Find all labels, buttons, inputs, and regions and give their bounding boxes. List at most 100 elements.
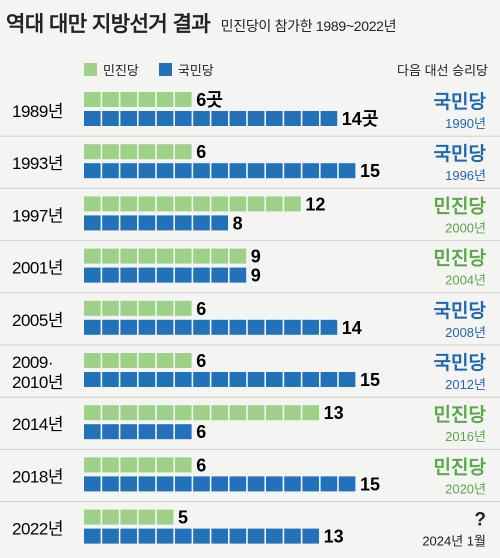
kmt-bar-unit: [84, 163, 101, 179]
kmt-bar-unit: [102, 424, 119, 440]
dpp-bar-unit: [138, 144, 156, 160]
row-2: 1997년 12 8 민진당 2000년: [0, 187, 500, 235]
kmt-bar-unit: [193, 163, 210, 179]
kmt-bar-unit: [229, 111, 247, 126]
row-6: 2014년 13 6 민진당 2016년: [0, 396, 500, 444]
kmt-bar-unit: [211, 267, 228, 283]
dpp-value-label: 5: [178, 508, 188, 528]
year-label: 1997년: [12, 206, 63, 225]
dpp-bar-unit: [156, 457, 174, 473]
kmt-bar-unit: [175, 163, 192, 179]
year-label: 2018년: [12, 467, 63, 486]
kmt-bar-unit: [247, 319, 265, 335]
kmt-bar-unit: [102, 528, 119, 544]
legend-swatch-kmt: [158, 63, 172, 76]
kmt-bar-unit: [120, 476, 137, 492]
kmt-bar-unit: [338, 372, 356, 387]
kmt-bar-unit: [138, 215, 156, 231]
kmt-bar-unit: [284, 476, 301, 492]
kmt-bar-unit: [193, 267, 210, 283]
kmt-bar-unit: [211, 319, 228, 335]
kmt-bar-unit: [320, 372, 338, 387]
year-label: 2010년: [12, 373, 63, 392]
kmt-bar-unit: [138, 372, 156, 387]
kmt-bar-unit: [156, 163, 174, 179]
kmt-bar-unit: [102, 372, 119, 387]
dpp-value-label: 9: [251, 247, 261, 267]
dpp-bar-unit: [138, 457, 156, 473]
dpp-bar-unit: [229, 196, 247, 212]
kmt-bar-unit: [84, 215, 101, 231]
dpp-bar-unit: [102, 144, 119, 160]
row-4: 2005년 6 14 국민당 2008년: [0, 292, 500, 340]
kmt-bar-unit: [338, 163, 356, 179]
dpp-bar-unit: [84, 248, 101, 264]
dpp-bar-unit: [175, 353, 192, 368]
kmt-bar-unit: [284, 372, 301, 387]
year-label: 1993년: [12, 154, 63, 173]
legend-item-kmt: 국민당: [158, 60, 214, 79]
dpp-value-label: 6: [196, 455, 206, 475]
year-label: 2001년: [12, 259, 63, 278]
kmt-bar-unit: [138, 424, 156, 440]
next-winner-party: 민진당: [434, 404, 487, 426]
dpp-bar-unit: [229, 405, 247, 421]
kmt-bar-unit: [211, 476, 228, 492]
dpp-bar-unit: [84, 92, 101, 107]
kmt-bar-unit: [247, 476, 265, 492]
dpp-bar-unit: [120, 300, 137, 316]
dpp-value-label: 6: [196, 351, 206, 371]
dpp-bar-unit: [102, 405, 119, 421]
kmt-bar-unit: [302, 319, 319, 335]
kmt-bar-unit: [156, 111, 174, 126]
kmt-bar-unit: [84, 424, 101, 440]
kmt-bar-unit: [266, 528, 283, 544]
kmt-bar-unit: [229, 372, 247, 387]
next-election-date: 1996년: [445, 168, 486, 183]
dpp-bar-unit: [175, 457, 192, 473]
next-winner-header: 다음 대선 승리당: [397, 63, 488, 78]
dpp-bar-unit: [247, 405, 265, 421]
kmt-bar-unit: [247, 163, 265, 179]
next-winner-party: 국민당: [434, 300, 487, 322]
kmt-bar-unit: [247, 528, 265, 544]
year-label: 2014년: [12, 415, 63, 434]
kmt-bar-unit: [266, 163, 283, 179]
kmt-bar-unit: [156, 215, 174, 231]
dpp-bar-unit: [175, 248, 192, 264]
kmt-bar-unit: [102, 319, 119, 335]
kmt-bar-unit: [284, 528, 301, 544]
dpp-bar-unit: [138, 353, 156, 368]
kmt-bar-unit: [320, 111, 338, 126]
kmt-bar-unit: [120, 319, 137, 335]
row-1: 1993년 6 15 국민당 1996년: [0, 135, 500, 183]
dpp-value-label: 6곳: [196, 90, 223, 110]
kmt-bar-unit: [302, 111, 319, 126]
dpp-bar-unit: [102, 196, 119, 212]
dpp-bar-unit: [156, 248, 174, 264]
kmt-value-label: 6: [196, 422, 206, 442]
dpp-bar-unit: [156, 509, 174, 525]
kmt-bar-unit: [266, 372, 283, 387]
next-winner-party: 국민당: [434, 143, 487, 165]
dpp-value-label: 6: [196, 299, 206, 319]
dpp-bar-unit: [193, 405, 210, 421]
dpp-bar-unit: [193, 248, 210, 264]
kmt-bar-unit: [193, 476, 210, 492]
legend-label-dpp: 민진당: [103, 63, 139, 78]
chart-header: 역대 대만 지방선거 결과 민진당이 참가한 1989~2022년: [6, 8, 397, 38]
year-label: 1989년: [12, 102, 63, 121]
dpp-bar-unit: [138, 196, 156, 212]
next-election-date: 1990년: [445, 116, 486, 131]
kmt-bar-unit: [284, 319, 301, 335]
kmt-bar-unit: [193, 111, 210, 126]
kmt-bar-unit: [120, 111, 137, 126]
dpp-bar-unit: [138, 92, 156, 107]
kmt-bar-unit: [229, 528, 247, 544]
dpp-bar-unit: [175, 92, 192, 107]
kmt-bar-unit: [102, 111, 119, 126]
row-3: 2001년 99 민진당 2004년: [0, 240, 500, 288]
next-winner-party: 민진당: [434, 456, 487, 478]
kmt-bar-unit: [266, 476, 283, 492]
dpp-bar-unit: [120, 509, 137, 525]
